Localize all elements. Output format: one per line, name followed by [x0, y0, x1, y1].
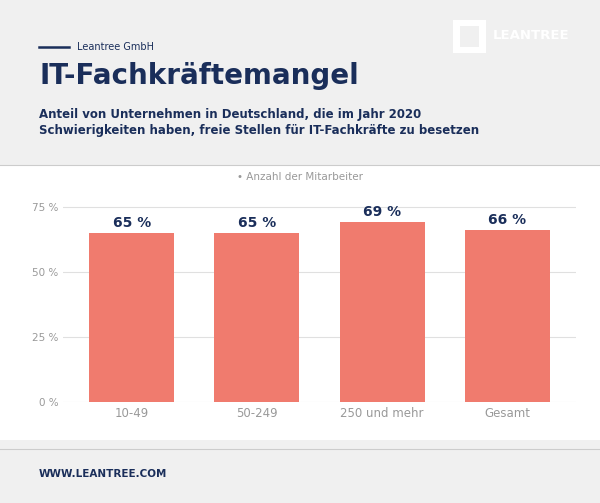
Text: • Anzahl der Mitarbeiter: • Anzahl der Mitarbeiter	[237, 172, 363, 182]
Bar	[89, 233, 175, 402]
Text: 69 %: 69 %	[363, 205, 401, 219]
Text: Anteil von Unternehmen in Deutschland, die im Jahr 2020: Anteil von Unternehmen in Deutschland, d…	[39, 108, 421, 121]
Text: 65 %: 65 %	[238, 216, 276, 230]
Text: Leantree GmbH: Leantree GmbH	[77, 42, 154, 52]
Text: WWW.LEANTREE.COM: WWW.LEANTREE.COM	[39, 469, 167, 479]
Text: Schwierigkeiten haben, freie Stellen für IT-Fachkräfte zu besetzen: Schwierigkeiten haben, freie Stellen für…	[39, 124, 479, 137]
Bar	[464, 230, 550, 402]
Text: IT-Fachkräftemangel: IT-Fachkräftemangel	[39, 62, 359, 91]
Text: 66 %: 66 %	[488, 213, 526, 227]
Text: LEANTREE: LEANTREE	[493, 29, 570, 42]
Bar	[214, 233, 299, 402]
Bar	[340, 222, 425, 402]
Text: 65 %: 65 %	[113, 216, 151, 230]
